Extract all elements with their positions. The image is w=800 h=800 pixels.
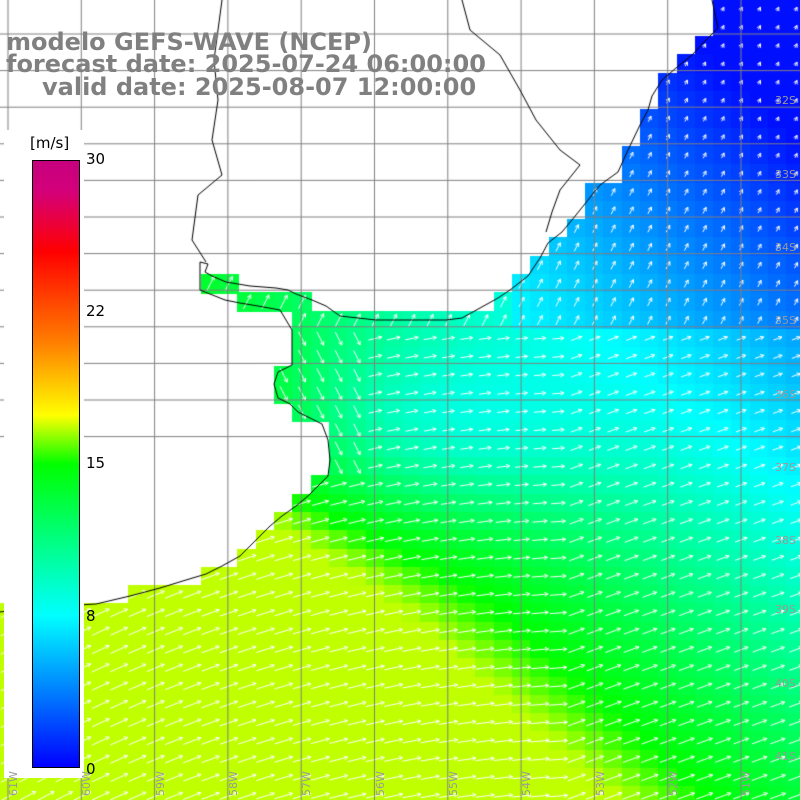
lat-label: 32S	[775, 94, 796, 107]
colorbar	[32, 160, 80, 768]
lat-label: 40S	[775, 677, 796, 690]
colorbar-tick-label: 0	[86, 760, 96, 778]
lon-label: 59W	[154, 771, 167, 796]
lat-label: 41S	[775, 750, 796, 763]
lon-label: 55W	[447, 771, 460, 796]
lat-label: 36S	[775, 388, 796, 401]
lon-label: 57W	[300, 771, 313, 796]
title-valid-date: valid date: 2025-08-07 12:00:00	[42, 73, 477, 101]
colorbar-tick-label: 30	[86, 150, 106, 168]
legend-unit: [m/s]	[30, 134, 70, 152]
lat-label: 34S	[775, 241, 796, 254]
lat-label: 35S	[775, 314, 796, 327]
lon-label: 53W	[594, 771, 607, 796]
lat-label: 38S	[775, 534, 796, 547]
lat-label: 33S	[775, 168, 796, 181]
lat-label: 37S	[775, 461, 796, 474]
lon-label: 60W	[80, 771, 93, 796]
lon-label: 51W	[740, 771, 753, 796]
title-model: modelo GEFS-WAVE (NCEP)	[6, 28, 372, 56]
lon-label: 54W	[520, 771, 533, 796]
lon-label: 52W	[667, 771, 680, 796]
lon-label: 58W	[227, 771, 240, 796]
title-forecast-date: forecast date: 2025-07-24 06:00:00	[6, 50, 486, 78]
lon-label: 56W	[374, 771, 387, 796]
colorbar-tick-label: 22	[86, 302, 106, 320]
lon-label: 61W	[7, 771, 20, 796]
colorbar-tick-label: 8	[86, 607, 96, 625]
colorbar-tick-label: 15	[86, 454, 106, 472]
lat-label: 39S	[775, 603, 796, 616]
